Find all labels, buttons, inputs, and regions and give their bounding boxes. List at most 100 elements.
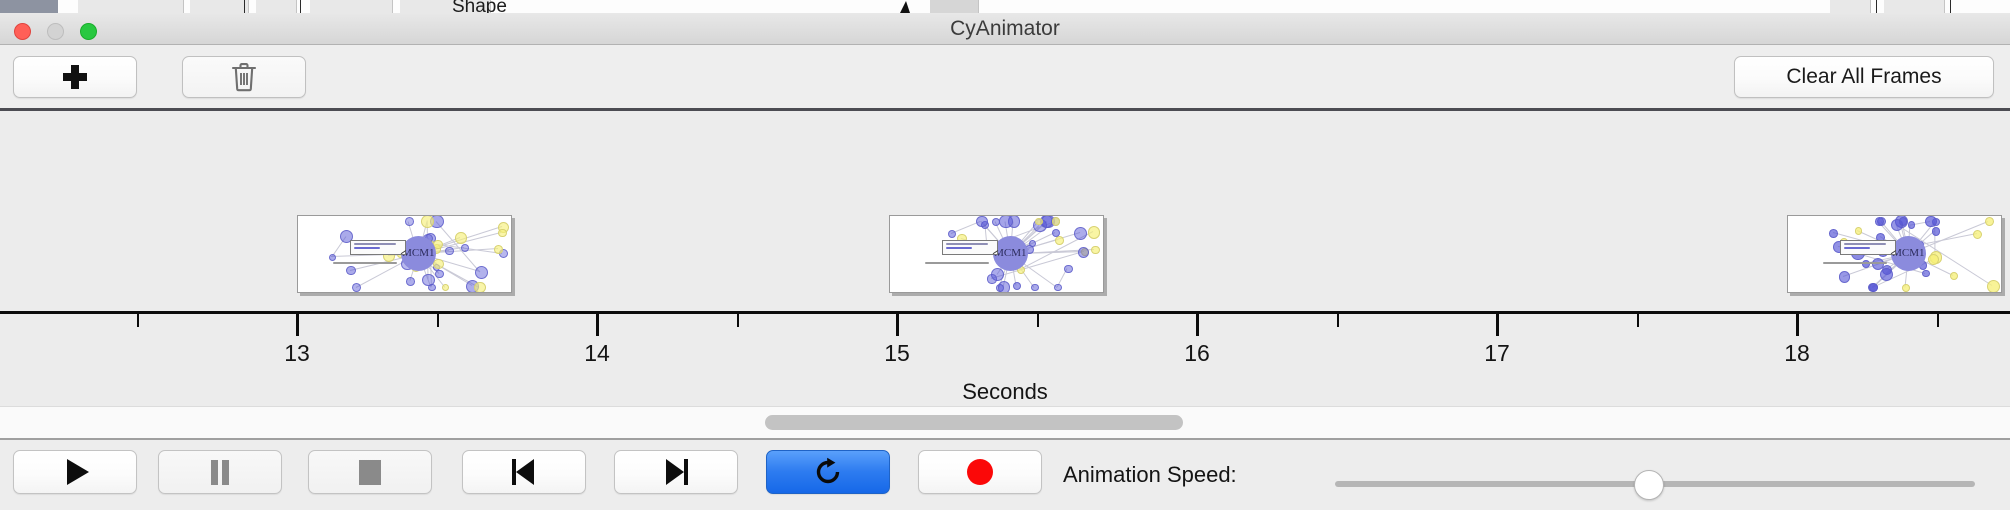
network-node: [1091, 246, 1099, 254]
background-window-cell: [310, 0, 393, 13]
network-node: [1052, 217, 1060, 225]
frame-thumbnail[interactable]: MCM1: [889, 215, 1104, 293]
background-tick: [1876, 0, 1877, 13]
clear-all-frames-button[interactable]: Clear All Frames: [1734, 56, 1994, 98]
background-window-cell: [190, 0, 249, 13]
network-node: [346, 266, 355, 275]
record-button[interactable]: [918, 450, 1042, 494]
network-node: [1829, 229, 1838, 238]
background-tick: [300, 0, 301, 13]
ruler-tick-major: [1496, 314, 1499, 336]
network-node: [1013, 282, 1021, 290]
ruler-tick-label: 14: [584, 340, 610, 367]
network-node: [442, 284, 449, 291]
background-window-label: Shape: [452, 0, 507, 14]
network-node: [998, 281, 1010, 293]
network-node: [474, 282, 485, 293]
network-node: [352, 283, 361, 292]
next-frame-button[interactable]: [614, 450, 738, 494]
skip-back-icon: [511, 459, 537, 485]
network-node: [1078, 247, 1089, 258]
play-button[interactable]: [13, 450, 137, 494]
ruler-tick-minor: [1937, 314, 1939, 327]
delete-frame-button[interactable]: [182, 56, 306, 98]
network-node: [405, 217, 414, 226]
ruler-tick-label: 15: [884, 340, 910, 367]
network-node: [1932, 227, 1940, 235]
previous-frame-button[interactable]: [462, 450, 586, 494]
network-node: [475, 266, 488, 279]
background-window-cell: [256, 0, 297, 13]
ruler-tick-major: [1196, 314, 1199, 336]
network-hub-node: MCM1: [401, 236, 436, 271]
network-callout-box: [1840, 240, 1895, 255]
play-icon: [62, 459, 89, 485]
frame-track[interactable]: MCM1 MCM1 MCM1: [0, 111, 2010, 311]
network-node: [1922, 270, 1930, 278]
network-node: [1875, 217, 1884, 226]
network-caption: [333, 262, 397, 264]
network-caption: [925, 262, 989, 264]
playback-bar: Animation Speed:: [0, 440, 2010, 510]
network-node: [1064, 265, 1073, 274]
background-marker: [900, 1, 910, 13]
network-callout-box: [942, 240, 997, 255]
network-node: [1088, 226, 1100, 238]
network-node: [1054, 284, 1062, 292]
pause-icon: [209, 460, 231, 485]
background-tick: [1950, 0, 1951, 13]
network-node: [435, 270, 444, 279]
network-node: [987, 274, 996, 283]
network-callout-box: [350, 240, 405, 255]
ruler-tick-minor: [1037, 314, 1039, 327]
frame-thumbnail[interactable]: MCM1: [1787, 215, 2002, 293]
network-node: [445, 247, 454, 256]
network-graph-image: MCM1: [298, 216, 511, 292]
ruler-tick-minor: [137, 314, 139, 327]
record-icon: [967, 459, 993, 485]
network-node: [329, 254, 336, 261]
ruler-baseline: [0, 311, 2010, 314]
network-node: [1839, 271, 1851, 283]
timeline-ruler[interactable]: 12131415161718 Seconds: [0, 311, 2010, 406]
loop-button[interactable]: [766, 450, 890, 494]
network-hub-node: MCM1: [993, 236, 1028, 271]
background-window-cell: [78, 0, 184, 13]
ruler-tick-label: 18: [1784, 340, 1810, 367]
scrollbar-thumb[interactable]: [765, 415, 1183, 430]
ruler-tick-minor: [1637, 314, 1639, 327]
network-node: [1973, 230, 1982, 239]
network-node: [1950, 272, 1958, 280]
loop-icon: [813, 457, 843, 487]
axis-title: Seconds: [0, 379, 2010, 405]
ruler-tick-minor: [437, 314, 439, 327]
background-window-cell: [1830, 0, 1871, 13]
background-tick: [244, 0, 245, 13]
network-node: [1908, 221, 1916, 229]
ruler-tick-label: 13: [284, 340, 310, 367]
network-node: [1985, 217, 1994, 226]
network-node: [1869, 283, 1878, 292]
ruler-tick-major: [896, 314, 899, 336]
animation-speed-slider-thumb[interactable]: [1634, 470, 1664, 500]
network-graph-image: MCM1: [1788, 216, 2001, 292]
plus-icon: [62, 64, 88, 90]
ruler-tick-major: [296, 314, 299, 336]
add-frame-button[interactable]: [13, 56, 137, 98]
horizontal-scrollbar[interactable]: [0, 406, 2010, 440]
background-window-titlebar: [0, 0, 58, 13]
network-node: [1055, 236, 1064, 245]
network-node: [1031, 284, 1038, 291]
clear-all-frames-label: Clear All Frames: [1786, 65, 1941, 89]
ruler-tick-label: 16: [1184, 340, 1210, 367]
frame-thumbnail[interactable]: MCM1: [297, 215, 512, 293]
pause-button: [158, 450, 282, 494]
background-window-cell: [930, 0, 979, 13]
network-node: [948, 230, 957, 239]
background-window-cell: [1884, 0, 1945, 13]
network-node: [1899, 217, 1907, 225]
cyanimator-window: Shape CyAnimator Clear All Frames: [0, 0, 2010, 510]
network-node: [1074, 227, 1087, 240]
network-node: [1928, 254, 1939, 265]
stop-button: [308, 450, 432, 494]
